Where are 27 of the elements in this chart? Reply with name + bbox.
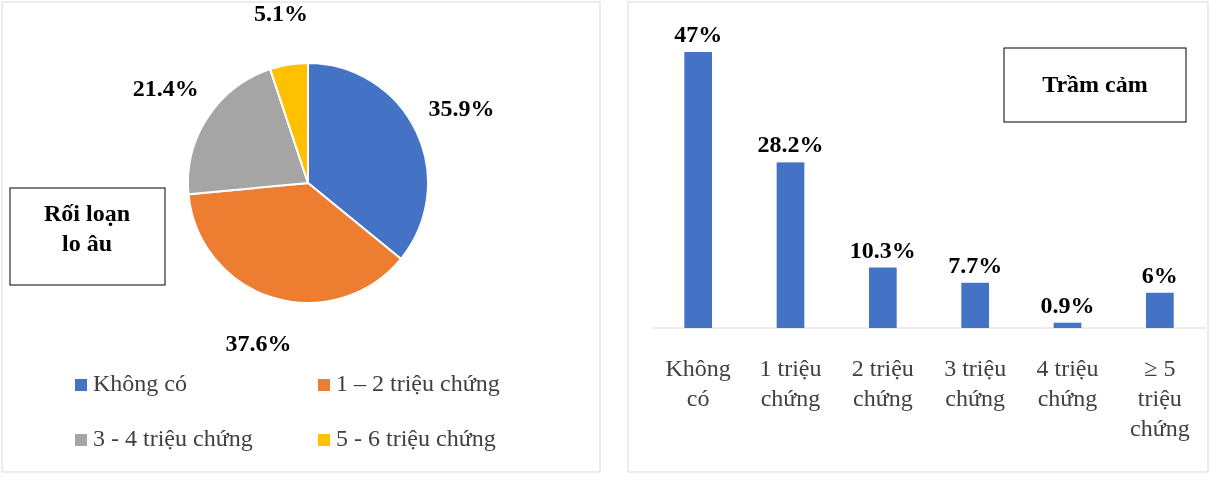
data-label: 10.3% <box>849 236 916 263</box>
bar <box>1145 292 1174 328</box>
x-tick-label: ≥ 5 triệu chứng <box>1130 355 1190 441</box>
data-label: 21.4% <box>132 74 199 101</box>
bar <box>961 282 990 328</box>
data-label: 6% <box>1141 261 1178 288</box>
bar <box>1053 322 1082 328</box>
data-label: 7.7% <box>948 251 1003 278</box>
bar <box>684 52 713 328</box>
x-tick-label: Không có <box>665 355 731 411</box>
x-tick-label: 1 triệu chứng <box>759 355 822 411</box>
text: Trầm cảm <box>1042 70 1148 97</box>
bar <box>776 162 805 328</box>
data-label: 0.9% <box>1040 291 1095 318</box>
data-label: 37.6% <box>225 330 292 357</box>
text: Rối loạn lo âu <box>43 200 131 256</box>
legend-label: 1 – 2 triệu chứng <box>336 369 500 396</box>
bar <box>868 267 897 328</box>
x-tick-label: 3 triệu chứng <box>944 355 1007 411</box>
legend-label: 3 - 4 triệu chứng <box>93 424 253 451</box>
data-label: 47% <box>674 21 723 47</box>
data-label: 28.2% <box>757 131 824 158</box>
data-label: 35.9% <box>428 94 495 121</box>
x-tick-label: 2 triệu chứng <box>851 355 914 411</box>
legend-label: 5 - 6 triệu chứng <box>336 424 496 451</box>
data-label: 5.1% <box>253 0 308 26</box>
x-tick-label: 4 triệu chứng <box>1036 355 1099 411</box>
